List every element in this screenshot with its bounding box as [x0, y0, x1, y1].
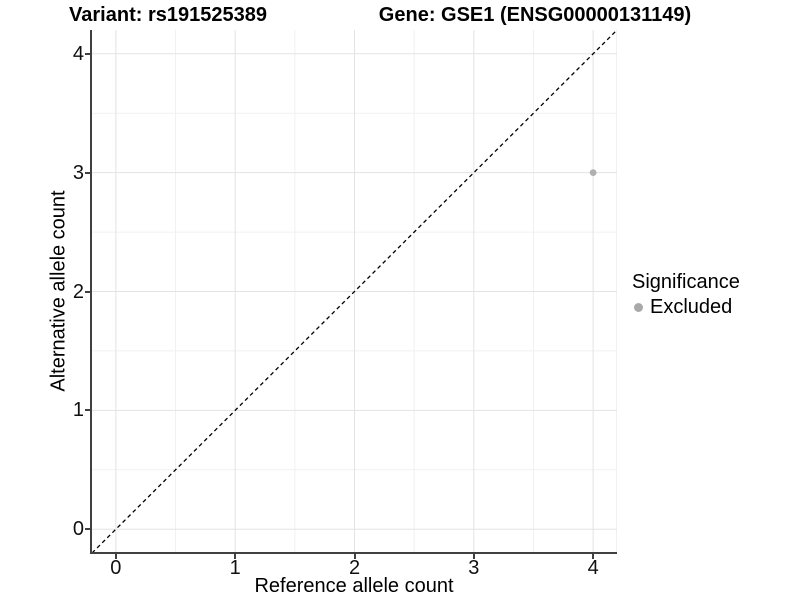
x-tick-label: 2: [348, 557, 361, 579]
plot-panel: [91, 29, 618, 554]
x-tick-mark: [472, 554, 475, 559]
y-tick-mark: [85, 171, 90, 174]
x-tick-label: 0: [110, 557, 122, 579]
y-tick-label: 1: [72, 399, 84, 422]
legend-title: Significance: [632, 271, 740, 293]
y-tick-label: 4: [72, 42, 84, 65]
y-tick-mark: [85, 290, 90, 293]
data-point-excluded: [589, 169, 597, 177]
x-tick-label: 4: [587, 557, 599, 579]
x-axis-title: Reference allele count: [254, 575, 454, 597]
y-axis-line: [90, 30, 92, 554]
y-tick-mark: [85, 409, 90, 412]
x-tick-label: 3: [468, 557, 480, 579]
variant-title: Variant: rs191525389: [69, 4, 267, 26]
plot-area: [91, 29, 618, 554]
x-tick-label: 1: [229, 557, 241, 579]
x-axis-line: [90, 552, 617, 554]
y-tick-mark: [85, 528, 90, 531]
y-tick-label: 2: [72, 280, 84, 303]
y-tick-mark: [85, 52, 90, 55]
legend-item-label: Excluded: [650, 296, 733, 318]
y-tick-label: 3: [72, 161, 84, 184]
x-tick-mark: [592, 554, 595, 559]
x-tick-mark: [234, 554, 237, 559]
legend-item-excluded[interactable]: Excluded: [632, 296, 740, 319]
legend: Significance Excluded: [632, 271, 740, 319]
y-tick-label: 0: [72, 518, 84, 541]
identity-dashed-line: [91, 29, 618, 554]
x-tick-mark: [353, 554, 356, 559]
x-tick-mark: [114, 554, 117, 559]
excluded-swatch-icon: [634, 303, 643, 312]
gene-title: Gene: GSE1 (ENSG00000131149): [378, 4, 692, 26]
